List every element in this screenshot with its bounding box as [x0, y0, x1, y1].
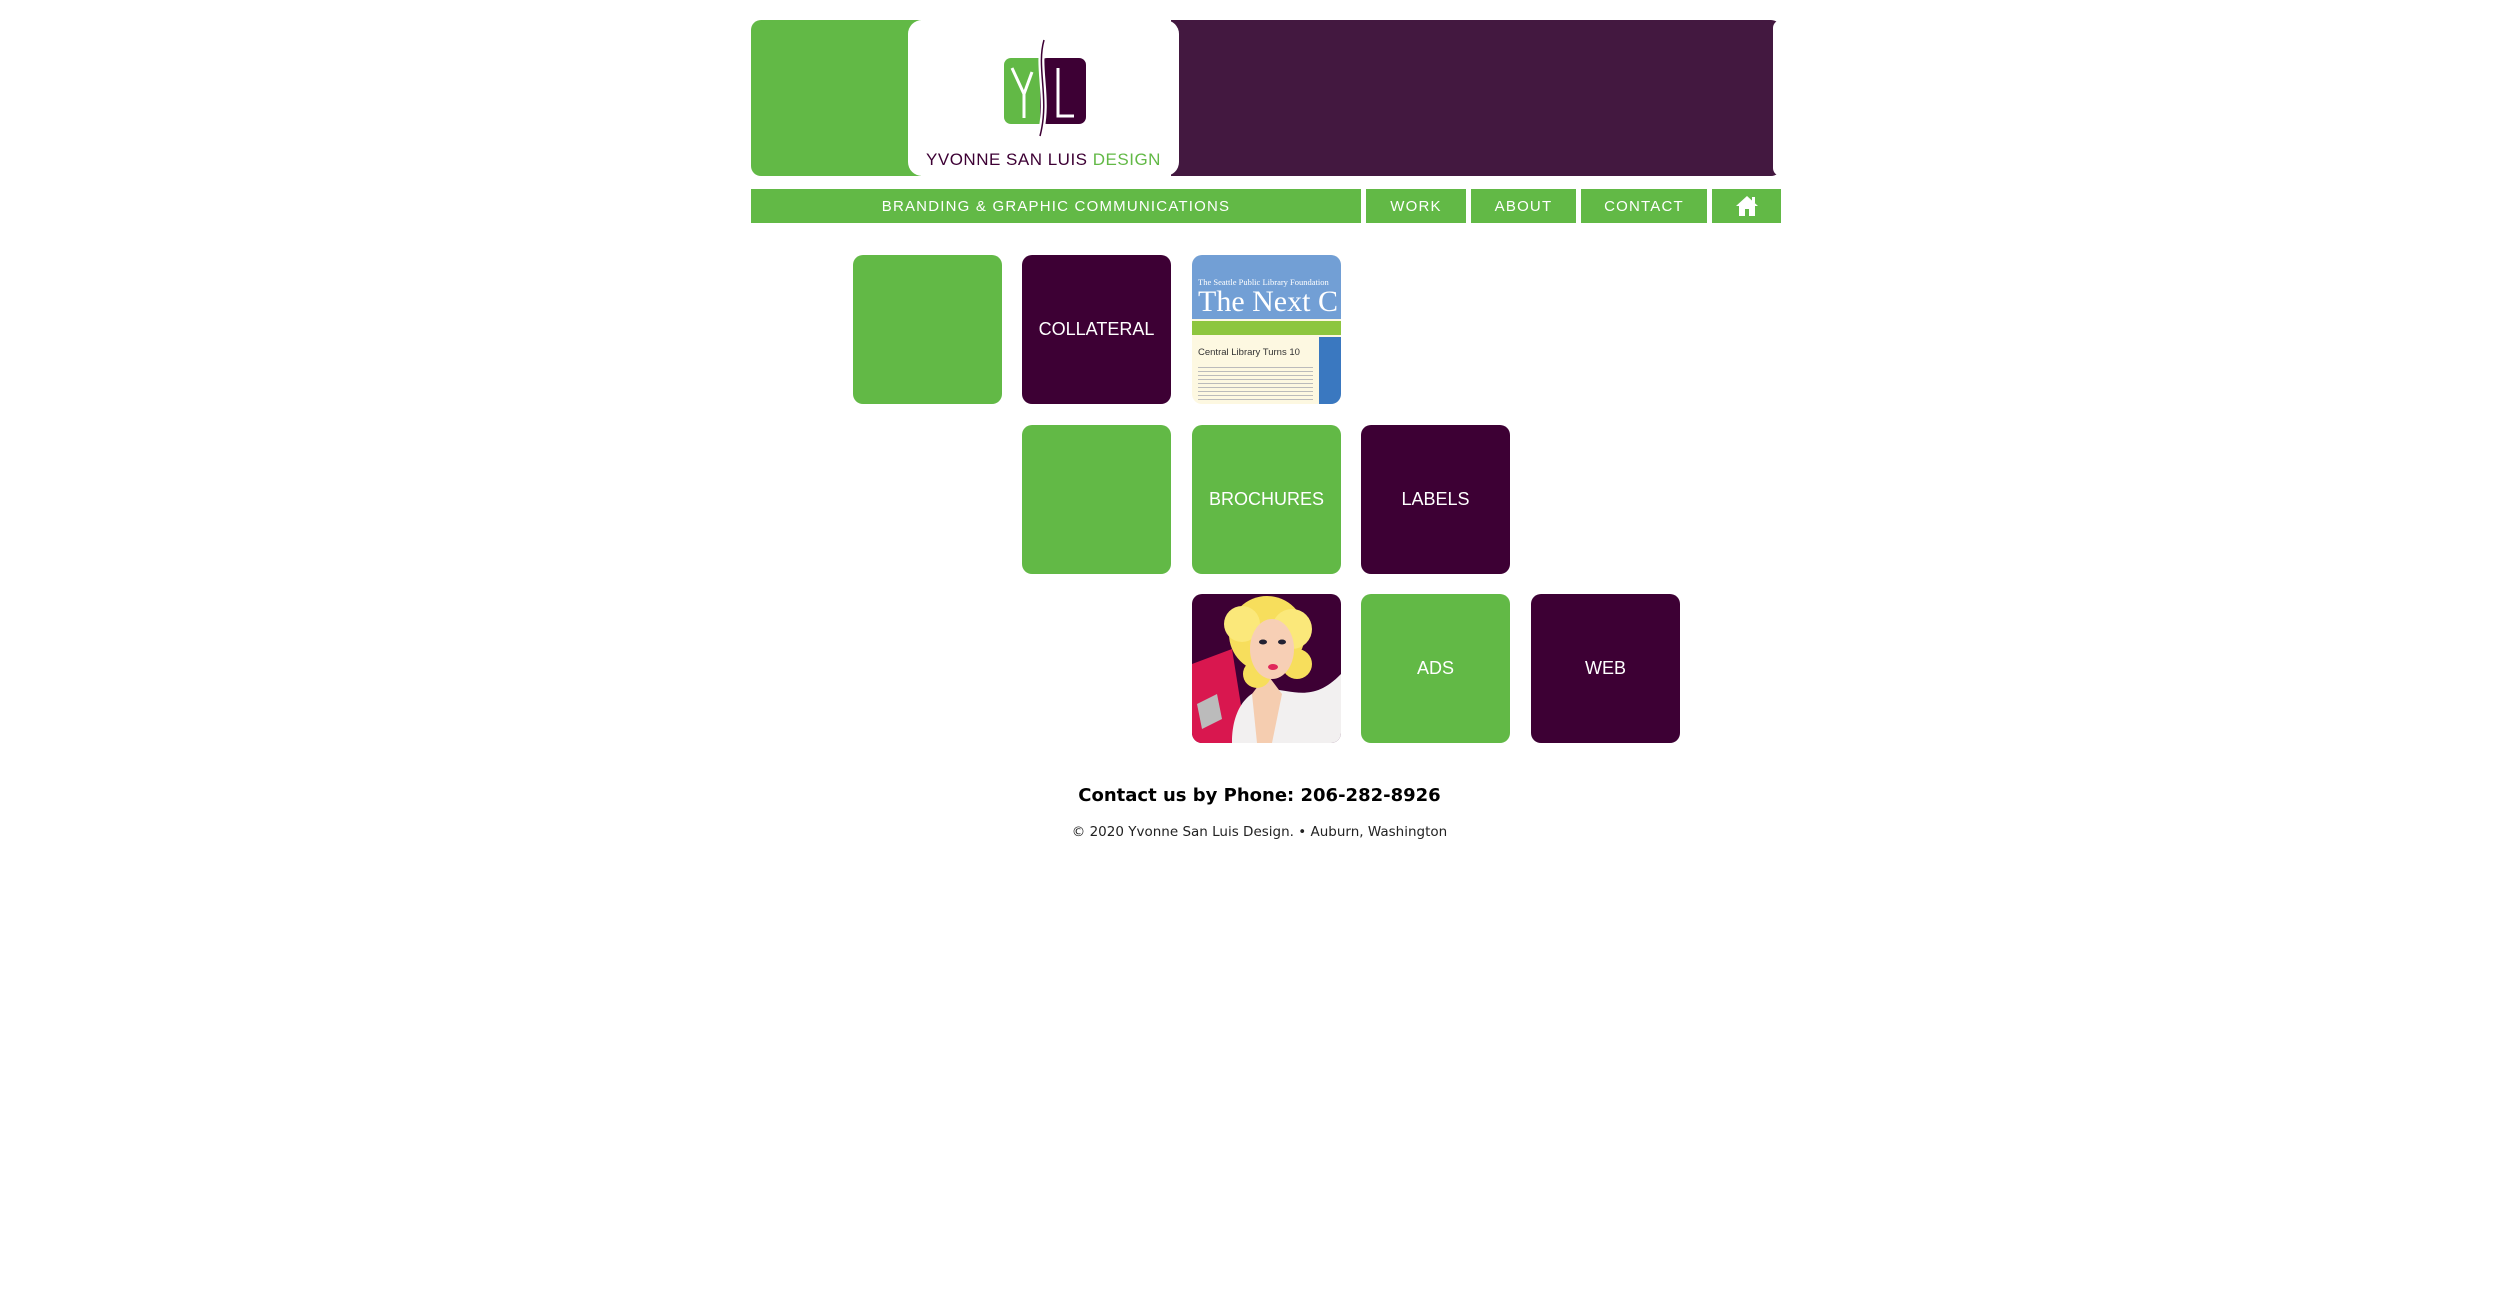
newsletter-org: The Seattle Public Library Foundation	[1198, 277, 1329, 287]
header-purple-block	[1171, 20, 1781, 176]
tile-brochures[interactable]: BROCHURES	[1192, 425, 1341, 574]
header-green-block	[751, 20, 921, 176]
brand-name-part2: DESIGN	[1092, 150, 1161, 169]
tile-blank-green[interactable]	[1022, 425, 1171, 574]
tile-blank-green[interactable]	[853, 255, 1002, 404]
tile-illustration-image[interactable]	[1192, 594, 1341, 743]
contact-phone: Contact us by Phone: 206-282-8926	[1078, 785, 1441, 806]
copyright: © 2020 Yvonne San Luis Design. • Auburn,…	[1071, 824, 1448, 840]
nav-contact[interactable]: CONTACT	[1581, 189, 1707, 223]
newsletter-masthead: The Seattle Public Library Foundation Th…	[1192, 255, 1341, 319]
newsletter-headline: Central Library Turns 10	[1198, 347, 1300, 358]
tile-web[interactable]: WEB	[1531, 594, 1680, 743]
tile-ads[interactable]: ADS	[1361, 594, 1510, 743]
home-icon	[1735, 196, 1758, 216]
tagline-bar: BRANDING & GRAPHIC COMMUNICATIONS	[751, 189, 1361, 223]
tile-newsletter-image[interactable]: The Seattle Public Library Foundation Th…	[1192, 255, 1341, 404]
tile-labels[interactable]: LABELS	[1361, 425, 1510, 574]
nav-home[interactable]	[1712, 189, 1781, 223]
tile-collateral[interactable]: COLLATERAL	[1022, 255, 1171, 404]
ysl-logo-icon[interactable]	[1000, 38, 1090, 138]
nav-work[interactable]: WORK	[1366, 189, 1466, 223]
blonde-woman-illustration	[1192, 596, 1341, 743]
brand-name-part1: YVONNE SAN LUIS	[926, 150, 1088, 169]
nav-about[interactable]: ABOUT	[1471, 189, 1576, 223]
brand-name: YVONNE SAN LUIS DESIGN	[908, 150, 1179, 170]
newsletter-title: The Next C	[1198, 285, 1338, 318]
